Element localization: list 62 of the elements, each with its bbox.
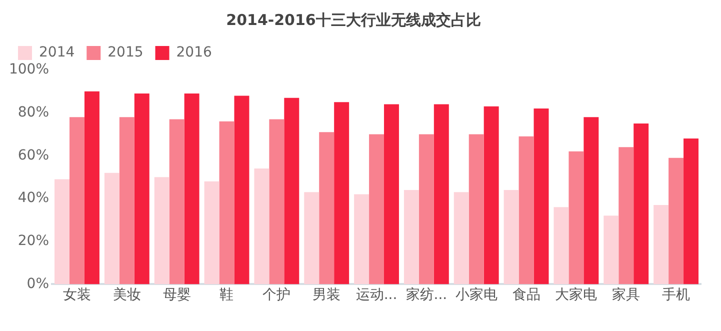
bar: [304, 192, 320, 284]
bar: [484, 106, 499, 284]
bar: [504, 190, 519, 284]
bar: [54, 179, 70, 284]
bar: [518, 136, 534, 284]
bar: [618, 147, 634, 284]
x-tick-label: 家具: [612, 287, 640, 304]
bar: [418, 134, 434, 284]
bar: [184, 94, 200, 284]
bar: [334, 102, 350, 284]
legend-label: 2016: [176, 44, 212, 61]
bar: [369, 134, 384, 284]
x-tick-label: 男装: [312, 287, 341, 304]
bar: [534, 108, 549, 284]
bar: [454, 192, 469, 284]
x-tick-label: 食品: [512, 287, 540, 304]
x-tick-label: 家纺...: [406, 287, 448, 304]
x-tick-label: 小家电: [455, 287, 498, 304]
bar: [634, 124, 649, 284]
bar: [134, 94, 150, 284]
bar: [384, 104, 399, 284]
chart-title: 2014-2016十三大行业无线成交占比: [226, 10, 481, 29]
bar: [254, 168, 270, 284]
bar: [468, 134, 484, 284]
bar: [604, 216, 619, 284]
bar: [404, 190, 419, 284]
x-tick-label: 运动...: [356, 287, 398, 304]
y-tick-label: 0%: [26, 276, 50, 292]
bar: [219, 121, 234, 284]
x-tick-label: 母婴: [162, 287, 191, 304]
bar: [654, 204, 669, 284]
bar: [354, 194, 370, 284]
bar: [684, 138, 699, 284]
bar: [568, 151, 584, 284]
x-tick-label: 女装: [62, 287, 91, 304]
bar: [154, 177, 170, 284]
y-tick-label: 80%: [18, 104, 50, 120]
bar: [584, 117, 599, 284]
bar: [204, 181, 220, 284]
legend-label: 2015: [108, 44, 144, 61]
y-tick-label: 60%: [18, 147, 50, 164]
x-tick-label: 个护: [262, 287, 291, 304]
bar: [104, 172, 120, 284]
bar: [668, 158, 684, 284]
legend-label: 2014: [39, 44, 75, 61]
bar: [69, 117, 84, 284]
bar: [119, 117, 134, 284]
bar: [434, 104, 449, 284]
y-tick-label: 100%: [8, 62, 50, 78]
bar: [84, 91, 100, 284]
bar: [234, 96, 250, 284]
bar: [284, 98, 300, 284]
x-tick-label: 美妆: [112, 287, 141, 304]
bar: [554, 207, 569, 284]
bar: [269, 119, 284, 284]
bar: [169, 119, 184, 284]
y-tick-label: 20%: [18, 233, 50, 249]
y-tick-label: 40%: [18, 190, 50, 206]
x-tick-label: 大家电: [555, 287, 598, 304]
x-tick-label: 鞋: [220, 287, 234, 304]
bar: [319, 132, 334, 284]
x-tick-label: 手机: [662, 287, 690, 304]
